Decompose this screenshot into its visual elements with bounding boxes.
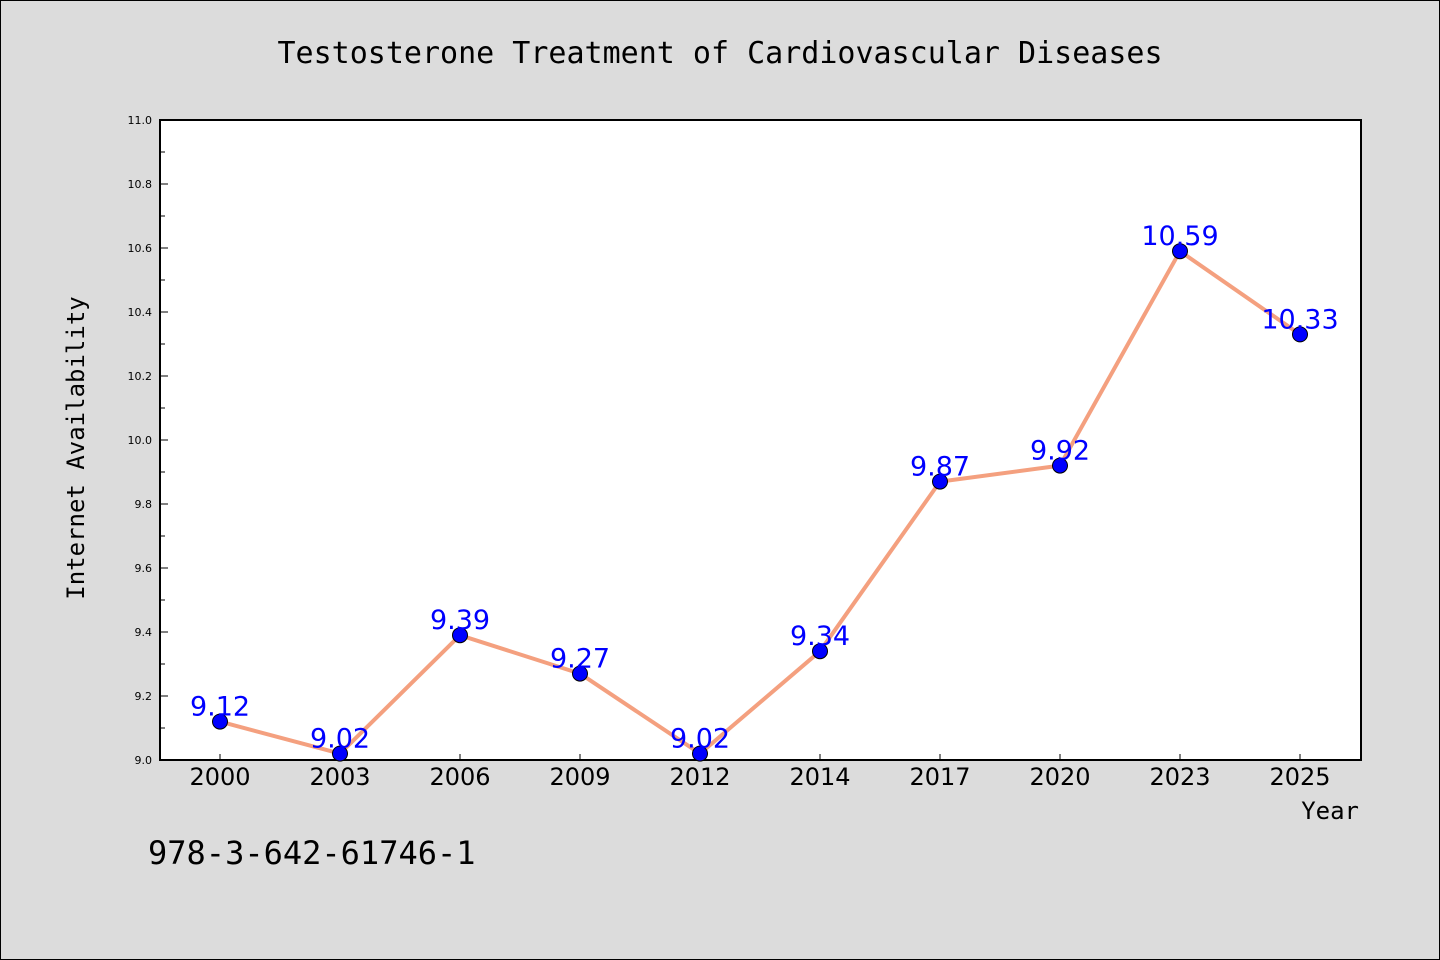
data-labels: 9.12 9.02 9.39 9.27 9.02 9.34 9.87 9.92 10.59 10.… <box>190 221 1339 754</box>
y-tick-label: 10.0 <box>128 434 153 447</box>
data-point-label: 10.59 <box>1141 221 1218 252</box>
y-axis: 9.0 9.2 9.4 9.6 9.8 10.0 10.2 10.4 10.6 10.8 11.0 <box>128 114 168 767</box>
x-tick-label: 2006 <box>429 763 490 791</box>
data-point-label: 9.27 <box>550 644 610 675</box>
x-tick-label: 2025 <box>1269 763 1330 791</box>
data-point-label: 9.39 <box>430 605 490 636</box>
data-point-label: 9.92 <box>1030 436 1090 467</box>
series-line <box>219 249 1302 756</box>
data-point-marker <box>452 627 468 644</box>
x-tick-label: 2017 <box>909 763 970 791</box>
x-axis: 2000 2003 2006 2009 2012 2014 2017 2020 2023 2025 <box>189 754 1331 791</box>
data-point-label: 9.87 <box>910 452 970 483</box>
x-tick-label: 2003 <box>309 763 370 791</box>
x-tick-label: 2012 <box>669 763 730 791</box>
y-tick-label: 9.8 <box>135 498 153 511</box>
data-point-marker <box>1292 326 1308 343</box>
data-point-marker <box>692 745 708 762</box>
data-point-marker <box>572 665 588 682</box>
data-point-marker <box>1052 457 1068 474</box>
data-point-label: 9.12 <box>190 692 250 723</box>
data-point-marker <box>332 745 348 762</box>
y-tick-label: 10.6 <box>128 242 153 255</box>
data-point-label: 9.02 <box>670 724 730 755</box>
x-tick-label: 2014 <box>789 763 850 791</box>
chart-title: Testosterone Treatment of Cardiovascular… <box>277 36 1162 71</box>
y-tick-label: 11.0 <box>128 114 153 127</box>
data-point-label: 9.02 <box>310 724 370 755</box>
x-tick-label: 2020 <box>1029 763 1090 791</box>
data-point-marker <box>812 643 828 660</box>
y-tick-label: 9.4 <box>135 626 153 639</box>
data-point-marker <box>932 473 948 490</box>
y-tick-label: 10.8 <box>128 178 153 191</box>
y-tick-label: 9.0 <box>135 754 153 767</box>
y-tick-label: 10.2 <box>128 370 153 383</box>
plot-area <box>159 119 1362 761</box>
data-point-label: 10.33 <box>1261 304 1338 335</box>
data-point-marker <box>212 713 228 730</box>
y-tick-label: 10.4 <box>128 306 153 319</box>
x-axis-title: Year <box>1301 797 1359 825</box>
isbn-annotation: 978-3-642-61746-1 <box>148 834 476 872</box>
x-tick-label: 2023 <box>1149 763 1210 791</box>
x-tick-label: 2009 <box>549 763 610 791</box>
data-point-marker <box>1172 243 1188 260</box>
y-tick-label: 9.2 <box>135 690 153 703</box>
series-markers <box>212 243 1308 762</box>
data-point-label: 9.34 <box>790 621 850 652</box>
x-tick-label: 2000 <box>189 763 250 791</box>
y-tick-label: 9.6 <box>135 562 153 575</box>
y-axis-title: Internet Availability <box>62 296 90 599</box>
